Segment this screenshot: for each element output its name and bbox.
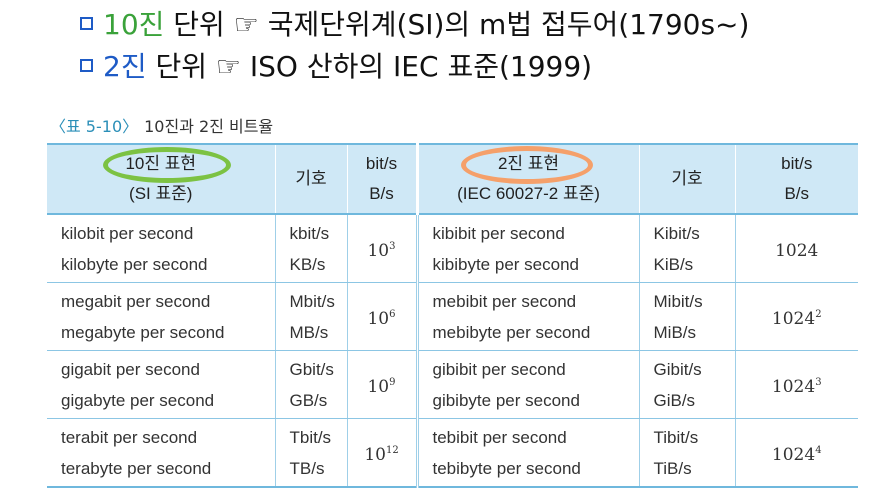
bitrate-table: 10진 표현 (SI 표준) 기호 bit/s B/s 2진 표현 (IEC 6… [47,143,858,488]
binary-name-cell: tebibit per second tebibyte per second [415,418,640,488]
decimal-description: 단위 ☞ 국제단위계(SI)의 m법 접두어(1790s~) [164,8,750,41]
decimal-name-cell: megabit per second megabyte per second [47,282,276,351]
binary-name-cell: kibibit per second kibibyte per second [415,214,640,283]
decimal-name-cell: kilobit per second kilobyte per second [47,214,276,283]
square-bullet-icon [80,59,93,72]
table-row: terabit per second terabyte per second Tb… [47,418,858,488]
binary-symbol-cell: Tibit/s TiB/s [639,418,736,488]
header-decimal: 10진 표현 (SI 표준) [47,143,276,215]
binary-name-cell: gibibit per second gibibyte per second [415,350,640,419]
binary-power-cell: 10243 [735,350,858,419]
binary-description: 단위 ☞ ISO 산하의 IEC 표준(1999) [146,50,593,83]
decimal-symbol-cell: Tbit/s TB/s [275,418,348,488]
binary-symbol-cell: Mibit/s MiB/s [639,282,736,351]
decimal-name-cell: gigabit per second gigabyte per second [47,350,276,419]
square-bullet-icon [80,17,93,30]
header-symbol-decimal: 기호 [275,143,348,215]
decimal-power-cell: 106 [347,282,418,351]
bullet-binary: 2진 단위 ☞ ISO 산하의 IEC 표준(1999) [80,46,749,88]
header-rate-decimal: bit/s B/s [347,143,418,215]
table-caption: 〈표 5-10〉 10진과 2진 비트율 [50,113,273,137]
table-number: 〈표 5-10〉 [50,117,139,136]
binary-highlight: 2진 [103,50,147,83]
bullet-list: 10진 단위 ☞ 국제단위계(SI)의 m법 접두어(1790s~) 2진 단위… [80,4,749,88]
binary-symbol-cell: Gibit/s GiB/s [639,350,736,419]
table-title: 10진과 2진 비트율 [144,117,274,136]
table-row: kilobit per second kilobyte per second kb… [47,214,858,283]
binary-power-cell: 10242 [735,282,858,351]
binary-power-cell: 1024 [735,214,858,283]
decimal-highlight: 10진 [103,8,165,41]
bullet-decimal: 10진 단위 ☞ 국제단위계(SI)의 m법 접두어(1790s~) [80,4,749,46]
binary-name-cell: mebibit per second mebibyte per second [415,282,640,351]
header-symbol-binary: 기호 [639,143,736,215]
decimal-symbol-cell: Gbit/s GB/s [275,350,348,419]
decimal-power-cell: 103 [347,214,418,283]
table-row: gigabit per second gigabyte per second Gb… [47,350,858,419]
decimal-power-cell: 109 [347,350,418,419]
table-header-row: 10진 표현 (SI 표준) 기호 bit/s B/s 2진 표현 (IEC 6… [47,143,858,215]
decimal-symbol-cell: kbit/s KB/s [275,214,348,283]
header-binary: 2진 표현 (IEC 60027-2 표준) [415,143,640,215]
decimal-symbol-cell: Mbit/s MB/s [275,282,348,351]
decimal-name-cell: terabit per second terabyte per second [47,418,276,488]
header-rate-binary: bit/s B/s [735,143,858,215]
binary-symbol-cell: Kibit/s KiB/s [639,214,736,283]
table-row: megabit per second megabyte per second Mb… [47,282,858,351]
binary-power-cell: 10244 [735,418,858,488]
decimal-power-cell: 1012 [347,418,418,488]
